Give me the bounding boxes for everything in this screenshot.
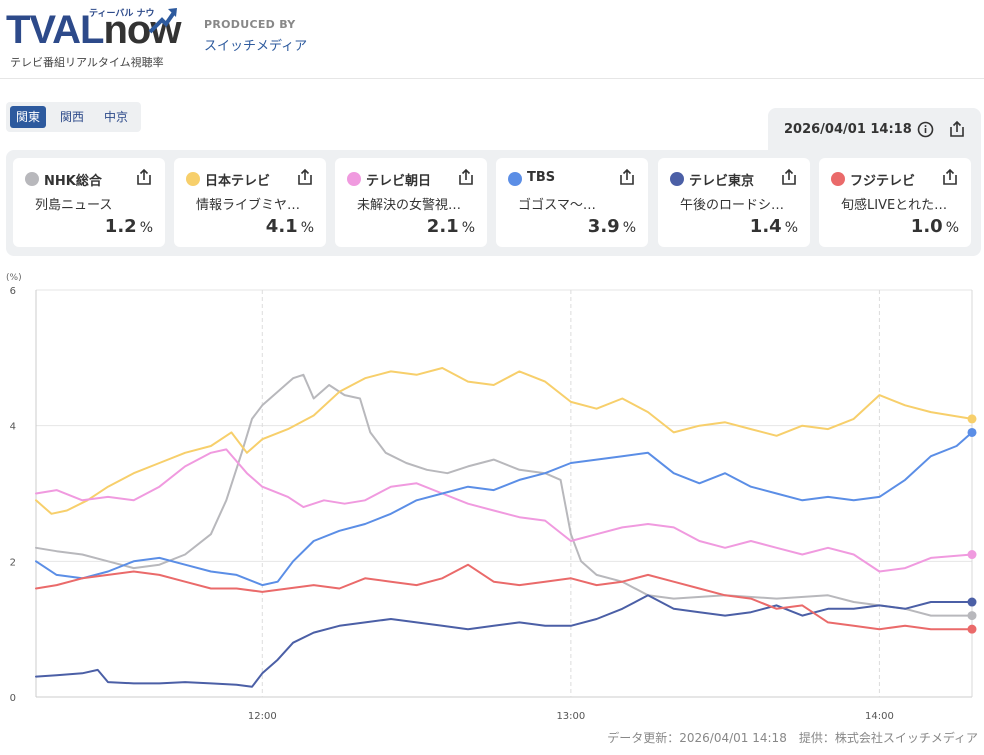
y-tick-label: 4 (10, 422, 16, 433)
series-end-marker (967, 597, 977, 607)
x-tick-label: 14:00 (865, 711, 894, 722)
series-end-marker (967, 624, 977, 634)
share-icon[interactable] (135, 168, 153, 186)
series-line (35, 594, 973, 688)
channel-card[interactable]: TBS ゴゴスマ〜… 3.9% (496, 158, 648, 247)
logo-subtitle: テレビ番組リアルタイム視聴率 (10, 56, 164, 69)
region-tabs: 関東 関西 中京 (6, 102, 141, 132)
y-axis-unit-label: (%) (6, 273, 22, 283)
program-title: 旬感LIVEとれた… (841, 198, 948, 213)
channel-card[interactable]: 日本テレビ情報ライブミヤ… 4.1% (174, 158, 326, 247)
share-icon[interactable] (296, 168, 314, 186)
series-end-marker (967, 550, 977, 560)
channel-color-dot (25, 172, 39, 186)
y-tick-label: 2 (10, 557, 16, 568)
channel-name: フジテレビ (850, 174, 916, 189)
y-tick-label: 6 (10, 286, 16, 297)
program-title: 午後のロードシ… (680, 198, 785, 213)
share-icon[interactable] (780, 168, 798, 186)
channel-color-dot (186, 172, 200, 186)
update-time: 2026/04/01 14:18 (784, 122, 912, 137)
share-icon[interactable] (941, 168, 959, 186)
produced-by-label: PRODUCED BY (204, 18, 296, 31)
logo-wordmark: TVALnow (6, 8, 181, 52)
rating-value: 4.1% (265, 216, 314, 237)
rating-value: 1.4% (749, 216, 798, 237)
channel-color-dot (508, 172, 522, 186)
series-end-marker (967, 427, 977, 437)
producer-link[interactable]: スイッチメディア (204, 39, 308, 54)
channel-card[interactable]: テレビ東京午後のロードシ… 1.4% (658, 158, 810, 247)
channel-card[interactable]: フジテレビ旬感LIVEとれた… 1.0% (819, 158, 971, 247)
trend-arrow-icon (148, 8, 177, 34)
program-title: 列島ニュース (35, 198, 113, 213)
channel-name: NHK総合 (44, 174, 102, 189)
rating-line-chart: (%) 0 2 4 6 12:00 13:00 14:00 (6, 273, 977, 722)
series-line (35, 431, 973, 587)
header: TVALnow ティーバル ナウ テレビ番組リアルタイム視聴率 PRODUCED… (0, 0, 984, 79)
share-icon[interactable] (457, 168, 475, 186)
rating-value: 1.0% (910, 216, 959, 237)
channel-color-dot (347, 172, 361, 186)
y-tick-label: 0 (10, 693, 16, 704)
region-tab-kansai[interactable]: 関西 (60, 110, 85, 124)
share-icon[interactable] (618, 168, 636, 186)
channel-color-dot (670, 172, 684, 186)
region-tab-kanto[interactable]: 関東 (10, 106, 47, 128)
program-title: 情報ライブミヤ… (196, 198, 301, 213)
channel-panel (6, 150, 981, 256)
channel-name: 日本テレビ (205, 174, 271, 189)
series-end-marker (967, 414, 977, 424)
update-box (768, 108, 981, 158)
x-tick-label: 13:00 (556, 711, 585, 722)
channel-card[interactable]: NHK総合列島ニュース 1.2% (13, 158, 165, 247)
channel-card[interactable]: テレビ朝日未解決の女警視… 2.1% (335, 158, 487, 247)
share-icon[interactable] (948, 120, 966, 138)
channel-color-dot (831, 172, 845, 186)
x-tick-label: 12:00 (248, 711, 277, 722)
series-line (35, 563, 973, 631)
series-line (35, 367, 973, 515)
rating-value: 3.9% (587, 216, 636, 237)
program-title: ゴゴスマ〜… (518, 198, 596, 213)
channel-name: テレビ朝日 (366, 174, 432, 189)
channel-name: TBS (527, 170, 556, 185)
series-line (35, 448, 973, 573)
rating-value: 2.1% (426, 216, 475, 237)
series-end-marker (967, 611, 977, 621)
program-title: 未解決の女警視… (357, 198, 462, 213)
region-tab-chukyo[interactable]: 中京 (104, 110, 129, 124)
info-icon[interactable] (917, 121, 934, 138)
rating-value: 1.2% (104, 216, 153, 237)
channel-name: テレビ東京 (689, 174, 755, 189)
logo-kana: ティーバル ナウ (89, 9, 155, 19)
tvalnow-logo[interactable]: TVALnow ティーバル ナウ テレビ番組リアルタイム視聴率 (6, 4, 181, 70)
footer-credit: データ更新：2026/04/01 14:18 提供：株式会社スイッチメディア (607, 731, 978, 745)
